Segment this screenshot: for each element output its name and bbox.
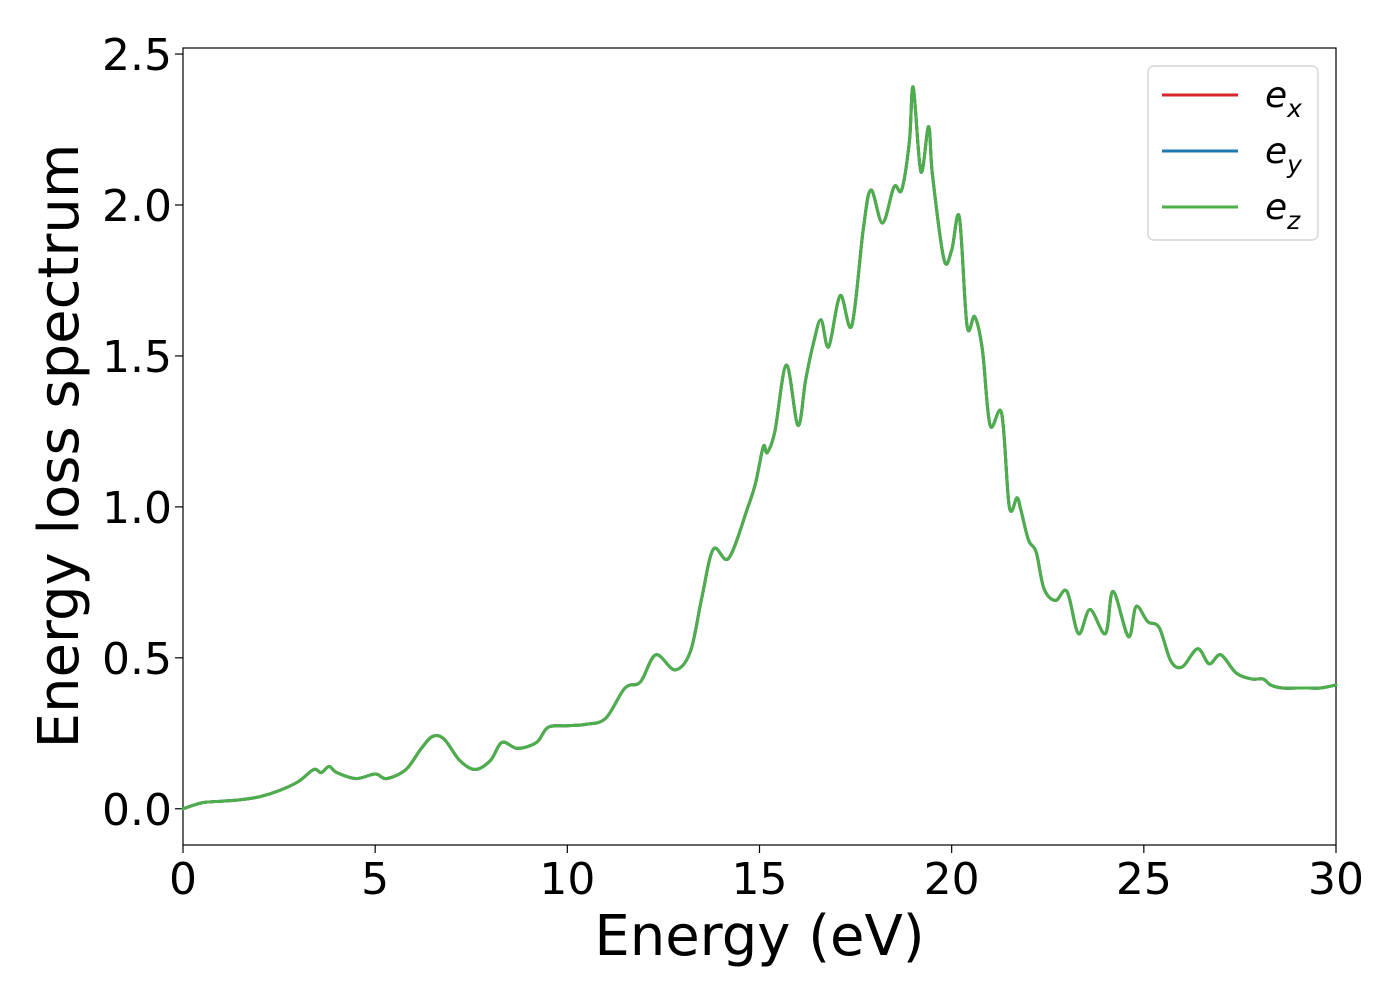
x-tick-label: 5 bbox=[361, 854, 389, 905]
y-tick-label: 2.5 bbox=[102, 30, 172, 81]
y-tick-label: 1.0 bbox=[102, 483, 172, 534]
series-group bbox=[181, 85, 1338, 811]
y-tick-label: 0.5 bbox=[102, 634, 172, 685]
x-tick-label: 10 bbox=[539, 854, 595, 905]
x-axis-label: Energy (eV) bbox=[594, 904, 924, 969]
y-axis-label: Energy loss spectrum bbox=[27, 144, 92, 749]
x-tick-label: 30 bbox=[1308, 854, 1364, 905]
legend-entry-ex: ex bbox=[1162, 75, 1302, 123]
legend-entry-ez: ez bbox=[1162, 187, 1301, 235]
legend-label: ex bbox=[1265, 75, 1302, 123]
y-tick-label: 0.0 bbox=[102, 785, 172, 836]
x-tick-label: 20 bbox=[924, 854, 980, 905]
y-ticks: 0.0 0.5 1.0 1.5 2.0 2.5 bbox=[102, 30, 183, 836]
y-tick-label: 1.5 bbox=[102, 332, 172, 383]
legend-label: ey bbox=[1265, 131, 1303, 179]
legend-entry-ey: ey bbox=[1162, 131, 1303, 179]
x-tick-label: 0 bbox=[169, 854, 197, 905]
legend-box bbox=[1147, 65, 1319, 241]
legend: ex ey ez bbox=[1147, 65, 1319, 241]
x-tick-label: 15 bbox=[732, 854, 788, 905]
x-tick-label: 25 bbox=[1116, 854, 1172, 905]
legend-label: ez bbox=[1265, 187, 1301, 235]
series-line-ez bbox=[181, 85, 1338, 811]
x-ticks: 0 5 10 15 20 25 30 bbox=[169, 845, 1364, 905]
y-tick-label: 2.0 bbox=[102, 181, 172, 232]
legend-entries: ex ey ez bbox=[1162, 75, 1303, 235]
